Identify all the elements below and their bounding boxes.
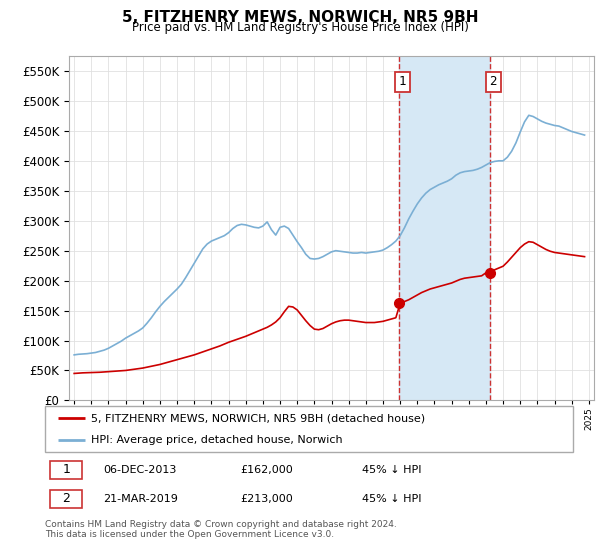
Text: 45% ↓ HPI: 45% ↓ HPI [362, 494, 421, 504]
Text: 5, FITZHENRY MEWS, NORWICH, NR5 9BH (detached house): 5, FITZHENRY MEWS, NORWICH, NR5 9BH (det… [91, 413, 425, 423]
Text: £162,000: £162,000 [241, 465, 293, 475]
Text: 1: 1 [62, 463, 70, 477]
Text: 2: 2 [490, 76, 497, 88]
Text: Contains HM Land Registry data © Crown copyright and database right 2024.
This d: Contains HM Land Registry data © Crown c… [45, 520, 397, 539]
Text: 21-MAR-2019: 21-MAR-2019 [103, 494, 178, 504]
FancyBboxPatch shape [50, 461, 82, 479]
Text: 45% ↓ HPI: 45% ↓ HPI [362, 465, 421, 475]
FancyBboxPatch shape [45, 406, 573, 452]
Text: 5, FITZHENRY MEWS, NORWICH, NR5 9BH: 5, FITZHENRY MEWS, NORWICH, NR5 9BH [122, 10, 478, 25]
Text: 1: 1 [398, 76, 406, 88]
Text: HPI: Average price, detached house, Norwich: HPI: Average price, detached house, Norw… [91, 436, 343, 445]
Bar [399, 56, 490, 400]
Text: £213,000: £213,000 [241, 494, 293, 504]
FancyBboxPatch shape [50, 490, 82, 508]
Text: 2: 2 [62, 492, 70, 506]
Text: 06-DEC-2013: 06-DEC-2013 [103, 465, 176, 475]
Text: Price paid vs. HM Land Registry's House Price Index (HPI): Price paid vs. HM Land Registry's House … [131, 21, 469, 34]
